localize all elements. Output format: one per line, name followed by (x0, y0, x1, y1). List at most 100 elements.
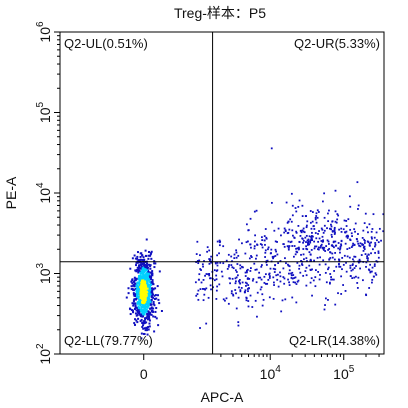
data-point (134, 257, 137, 260)
data-point (323, 229, 326, 232)
data-point (137, 310, 140, 313)
data-point (349, 228, 352, 231)
data-point (365, 261, 368, 264)
data-point (305, 274, 308, 277)
data-point (143, 289, 146, 292)
data-point (148, 315, 151, 318)
data-point (132, 299, 135, 302)
data-point (249, 270, 252, 272)
data-point (241, 242, 243, 245)
data-point (346, 235, 348, 237)
data-point (284, 298, 287, 301)
data-point (273, 281, 275, 284)
data-point (141, 309, 144, 312)
data-point (137, 311, 140, 314)
data-point (136, 291, 139, 294)
data-point (151, 287, 154, 290)
data-point (268, 273, 270, 276)
data-point (305, 234, 308, 237)
data-point (258, 271, 261, 274)
data-point (305, 226, 308, 229)
data-point (304, 270, 307, 272)
data-point (141, 259, 144, 262)
data-point (151, 281, 154, 284)
data-point (216, 285, 219, 288)
data-point (313, 247, 316, 250)
data-point (142, 266, 145, 269)
data-point (201, 263, 204, 266)
data-point (371, 237, 373, 240)
data-point (322, 239, 324, 242)
data-point (202, 265, 204, 268)
data-point (139, 310, 142, 313)
data-point (145, 266, 148, 269)
data-point (305, 284, 308, 287)
data-point (301, 237, 304, 240)
data-point (146, 264, 149, 267)
data-point (140, 270, 143, 273)
data-point (307, 240, 310, 243)
data-point (260, 236, 263, 239)
data-point (133, 323, 136, 326)
data-point (248, 257, 251, 260)
data-point (291, 204, 294, 207)
data-point (241, 265, 243, 268)
data-point (145, 290, 148, 293)
data-point (340, 293, 343, 295)
data-point (367, 231, 369, 234)
data-point (144, 329, 147, 332)
data-point (198, 259, 201, 262)
data-point (135, 292, 138, 295)
data-point (290, 220, 293, 223)
data-point (139, 255, 142, 258)
data-point (133, 276, 136, 279)
data-point (331, 278, 334, 281)
data-point (274, 255, 277, 257)
data-point (315, 221, 318, 224)
data-point (317, 211, 320, 213)
data-point (139, 304, 142, 307)
data-point (229, 282, 231, 285)
data-point (138, 302, 141, 305)
data-point (143, 258, 146, 261)
data-point (345, 261, 347, 264)
data-point (282, 276, 285, 278)
data-point (289, 218, 292, 221)
data-point (338, 248, 341, 251)
data-point (345, 270, 348, 273)
data-point (251, 306, 254, 308)
data-point (145, 302, 148, 305)
data-point (302, 227, 305, 230)
data-point (244, 281, 247, 284)
data-point (291, 214, 294, 217)
data-point (293, 277, 296, 279)
data-point (352, 258, 354, 261)
data-point (158, 270, 161, 273)
data-point (364, 212, 367, 215)
data-point (315, 215, 318, 217)
data-point (314, 276, 317, 279)
data-point (248, 277, 251, 280)
data-point (375, 273, 378, 276)
data-point (204, 274, 206, 277)
data-point (344, 242, 347, 245)
data-point (309, 253, 312, 256)
data-point (148, 292, 151, 295)
data-point (160, 310, 163, 313)
data-point (263, 275, 266, 278)
data-point (149, 271, 152, 274)
data-point (311, 211, 314, 213)
data-point (147, 270, 150, 273)
data-point (354, 230, 356, 233)
data-point (215, 278, 218, 281)
data-point (259, 288, 262, 291)
data-point (317, 271, 320, 273)
data-point (346, 255, 349, 258)
data-point (264, 243, 266, 246)
data-point (274, 268, 277, 271)
data-point (305, 247, 308, 250)
data-point (303, 258, 305, 261)
data-point (133, 298, 136, 301)
data-point (154, 287, 157, 290)
data-point (288, 269, 291, 272)
